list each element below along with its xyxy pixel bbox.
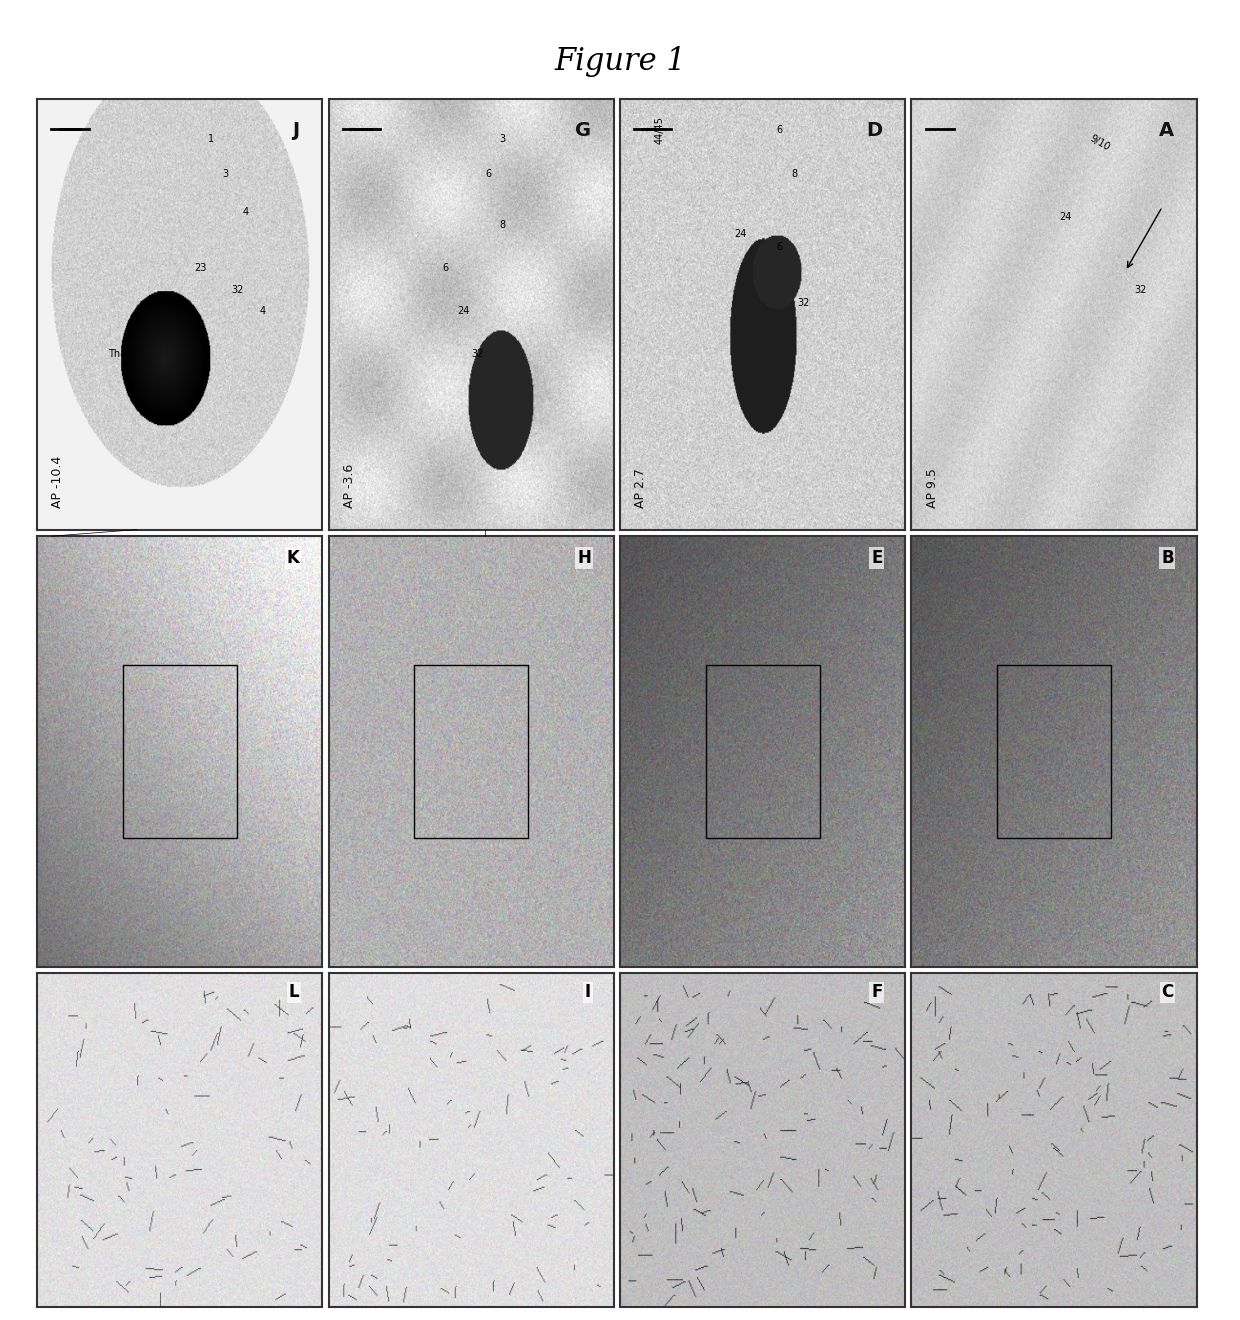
Text: 24: 24: [1060, 211, 1073, 222]
Text: 8: 8: [791, 169, 797, 178]
Text: 32: 32: [471, 350, 484, 359]
Text: Thal: Thal: [109, 350, 129, 359]
Text: 24: 24: [456, 306, 469, 317]
Text: 23: 23: [195, 263, 206, 273]
Text: 6: 6: [776, 242, 782, 252]
Text: AP -10.4: AP -10.4: [52, 455, 64, 508]
Text: 3: 3: [223, 169, 228, 178]
Bar: [997, 665, 1111, 838]
Text: 9/10: 9/10: [1089, 133, 1112, 153]
Text: 6: 6: [776, 125, 782, 136]
Text: G: G: [575, 120, 591, 140]
Text: I: I: [585, 983, 591, 1002]
Text: 4: 4: [243, 207, 249, 218]
Text: F: F: [870, 983, 883, 1002]
Bar: [706, 665, 820, 838]
Text: 6: 6: [486, 169, 491, 178]
Text: J: J: [293, 120, 300, 140]
Text: K: K: [286, 549, 300, 568]
Text: 32: 32: [1133, 285, 1146, 294]
Text: E: E: [870, 549, 883, 568]
Text: 1: 1: [208, 135, 215, 144]
Text: AP -3.6: AP -3.6: [342, 463, 356, 508]
Text: 6: 6: [443, 263, 449, 273]
Text: 44/45: 44/45: [655, 116, 665, 144]
Text: 24: 24: [734, 228, 746, 239]
Text: L: L: [289, 983, 300, 1002]
Text: A: A: [1158, 120, 1174, 140]
Bar: [414, 665, 528, 838]
Text: D: D: [867, 120, 883, 140]
Text: B: B: [1161, 549, 1174, 568]
Text: Figure 1: Figure 1: [554, 46, 686, 77]
Text: 32: 32: [797, 298, 810, 308]
Bar: [123, 665, 237, 838]
Text: C: C: [1162, 983, 1174, 1002]
Text: 8: 8: [500, 220, 506, 230]
Text: H: H: [577, 549, 591, 568]
Text: AP 2.7: AP 2.7: [634, 469, 647, 508]
Text: 3: 3: [500, 135, 506, 144]
Text: AP 9.5: AP 9.5: [925, 469, 939, 508]
Text: 32: 32: [231, 285, 243, 294]
Text: 4: 4: [259, 306, 265, 317]
